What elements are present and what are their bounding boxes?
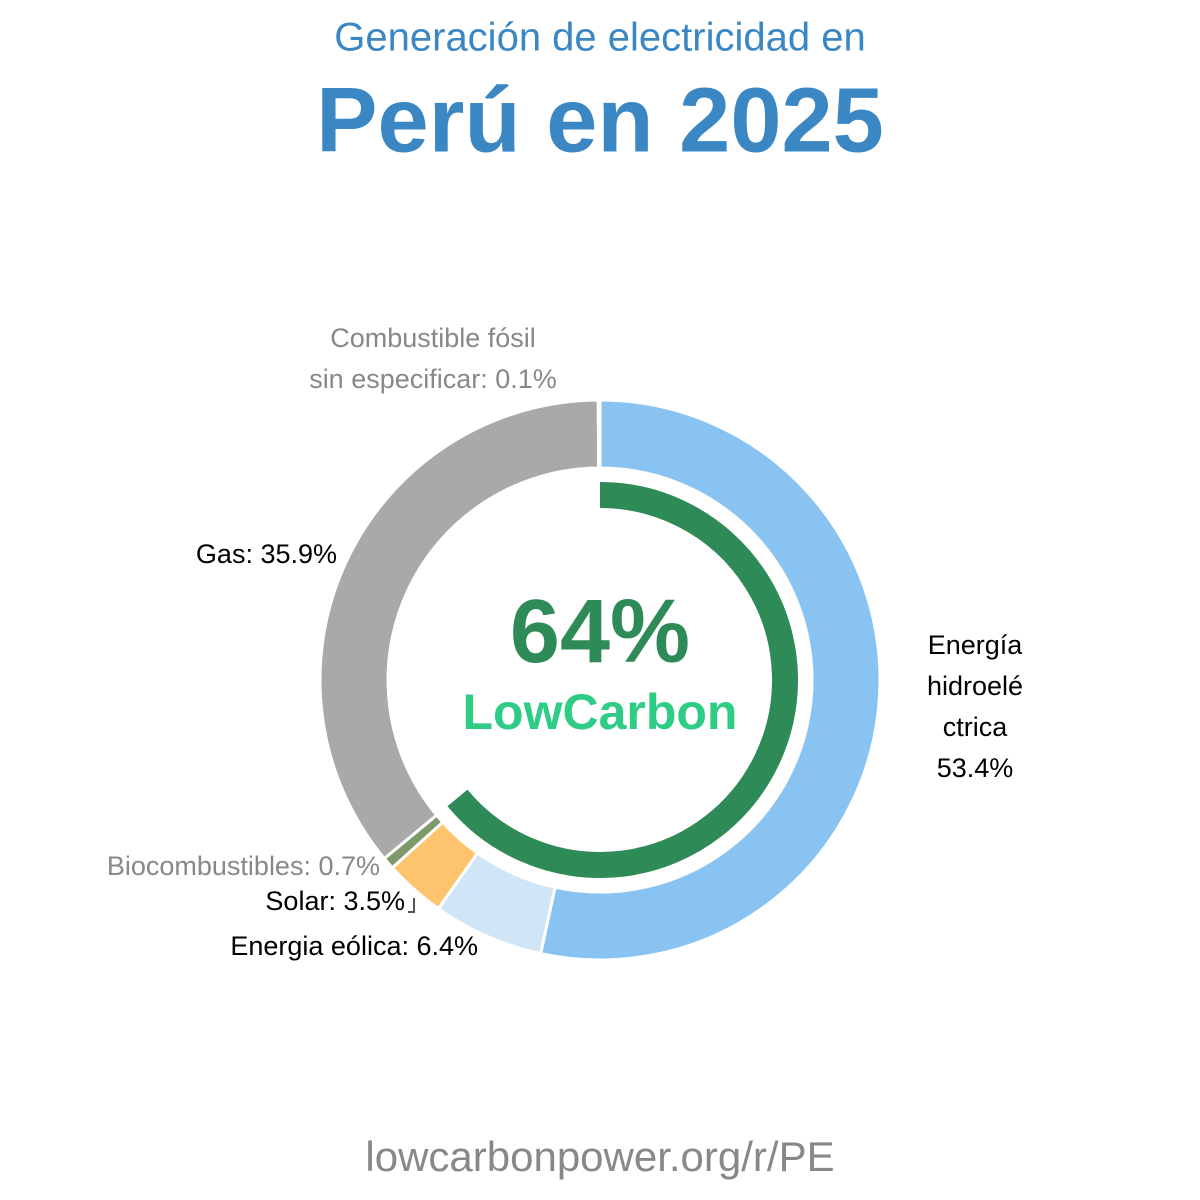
- slice-label: sin especificar: 0.1%: [309, 364, 557, 394]
- slice-label: Energia eólica: 6.4%: [230, 931, 478, 961]
- slice-label: ctrica: [943, 712, 1008, 742]
- slice: [596, 398, 602, 470]
- brand: LowCarbon: [463, 684, 738, 740]
- title: Perú en 2025: [316, 69, 884, 171]
- center-value: 64%: [510, 582, 690, 682]
- slice-label: 53.4%: [937, 753, 1014, 783]
- leader-line: [408, 898, 415, 913]
- slice-label: hidroelé: [927, 671, 1023, 701]
- low-carbon-arc: [447, 482, 798, 878]
- subtitle: Generación de electricidad en: [334, 16, 865, 60]
- slice: [538, 398, 882, 962]
- slice-label: Biocombustibles: 0.7%: [107, 851, 380, 881]
- slice-label: Energía: [928, 630, 1024, 660]
- footer: lowcarbonpower.org/r/PE: [365, 1133, 834, 1180]
- slice-label: Solar: 3.5%: [265, 886, 405, 916]
- slice-label: Combustible fósil: [330, 323, 536, 353]
- slice-label: Gas: 35.9%: [196, 539, 337, 569]
- slice: [318, 398, 601, 861]
